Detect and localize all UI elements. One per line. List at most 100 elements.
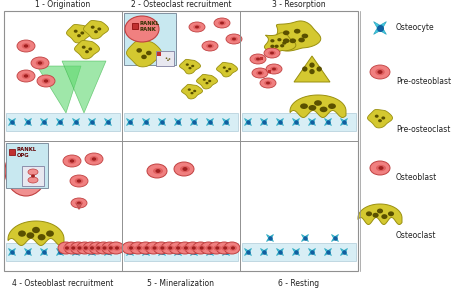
Polygon shape [207, 118, 213, 125]
Polygon shape [174, 118, 182, 125]
Polygon shape [104, 118, 111, 125]
Polygon shape [325, 118, 331, 125]
Ellipse shape [97, 27, 101, 31]
Ellipse shape [83, 242, 99, 254]
Ellipse shape [300, 103, 308, 109]
Text: 2 - Osteoclast recruitment: 2 - Osteoclast recruitment [131, 0, 231, 9]
Ellipse shape [125, 16, 159, 42]
Ellipse shape [290, 38, 296, 43]
Ellipse shape [147, 164, 167, 178]
Ellipse shape [309, 105, 316, 111]
Text: Osteoblast: Osteoblast [396, 173, 437, 182]
Ellipse shape [375, 115, 379, 118]
Ellipse shape [165, 58, 167, 59]
Ellipse shape [85, 153, 103, 165]
Ellipse shape [189, 22, 205, 32]
Ellipse shape [188, 88, 191, 91]
Ellipse shape [89, 242, 105, 254]
Ellipse shape [230, 37, 238, 41]
Text: RANKL: RANKL [17, 147, 37, 152]
Ellipse shape [177, 242, 193, 254]
Ellipse shape [46, 230, 54, 237]
Ellipse shape [373, 213, 379, 218]
Ellipse shape [155, 169, 161, 173]
Text: 3 - Resorption: 3 - Resorption [272, 0, 326, 9]
Ellipse shape [221, 245, 229, 251]
Ellipse shape [108, 242, 124, 254]
Ellipse shape [100, 245, 109, 251]
Ellipse shape [280, 44, 284, 47]
Ellipse shape [158, 245, 166, 251]
Polygon shape [40, 118, 47, 125]
Ellipse shape [63, 245, 71, 251]
Ellipse shape [71, 246, 75, 250]
Polygon shape [37, 66, 81, 113]
Ellipse shape [81, 32, 84, 34]
Ellipse shape [154, 242, 169, 254]
Ellipse shape [377, 208, 383, 214]
Text: RANK: RANK [140, 27, 157, 32]
Ellipse shape [370, 65, 390, 79]
Bar [242, 113, 356, 131]
Ellipse shape [44, 79, 48, 82]
Polygon shape [367, 110, 392, 128]
Bar [6, 143, 48, 188]
Polygon shape [340, 118, 347, 125]
Ellipse shape [28, 169, 38, 175]
Polygon shape [191, 248, 198, 256]
Ellipse shape [208, 80, 211, 82]
Polygon shape [104, 248, 111, 256]
Polygon shape [127, 118, 134, 125]
Ellipse shape [254, 57, 262, 62]
Ellipse shape [85, 50, 89, 53]
Ellipse shape [167, 59, 169, 61]
Ellipse shape [314, 100, 322, 106]
Bar [268, 70, 272, 73]
Ellipse shape [186, 63, 189, 66]
Ellipse shape [202, 41, 218, 51]
Ellipse shape [376, 165, 386, 171]
Ellipse shape [272, 68, 276, 70]
Ellipse shape [65, 246, 69, 250]
Polygon shape [340, 248, 347, 256]
Ellipse shape [268, 51, 276, 56]
Polygon shape [292, 248, 300, 256]
Ellipse shape [214, 18, 230, 28]
Ellipse shape [381, 214, 387, 219]
Polygon shape [143, 248, 149, 256]
Ellipse shape [64, 242, 80, 254]
Polygon shape [182, 84, 202, 99]
Ellipse shape [266, 64, 282, 74]
Polygon shape [197, 74, 218, 89]
Ellipse shape [206, 44, 214, 48]
Ellipse shape [113, 245, 121, 251]
Ellipse shape [161, 242, 177, 254]
Ellipse shape [283, 30, 290, 35]
Text: 4 - Osteoblast recruitment: 4 - Osteoblast recruitment [12, 279, 114, 288]
Ellipse shape [319, 106, 328, 112]
Ellipse shape [75, 201, 83, 206]
Text: 6 - Resting: 6 - Resting [278, 279, 319, 288]
Ellipse shape [36, 60, 44, 66]
Ellipse shape [388, 211, 394, 216]
Ellipse shape [122, 242, 138, 254]
Ellipse shape [317, 66, 322, 72]
Ellipse shape [166, 245, 174, 251]
Ellipse shape [37, 75, 55, 87]
Ellipse shape [302, 66, 308, 72]
Ellipse shape [250, 54, 266, 64]
Ellipse shape [27, 232, 34, 239]
Ellipse shape [24, 74, 28, 78]
Text: OPG: OPG [17, 153, 29, 158]
Bar [124, 113, 238, 131]
Polygon shape [290, 95, 346, 118]
Text: Osteoclast: Osteoclast [396, 232, 437, 241]
Polygon shape [276, 248, 283, 256]
Ellipse shape [94, 30, 98, 33]
Ellipse shape [174, 162, 194, 176]
Ellipse shape [378, 119, 382, 122]
Ellipse shape [37, 234, 46, 240]
Polygon shape [89, 248, 96, 256]
Ellipse shape [310, 62, 315, 68]
Text: RANKL: RANKL [140, 21, 160, 26]
